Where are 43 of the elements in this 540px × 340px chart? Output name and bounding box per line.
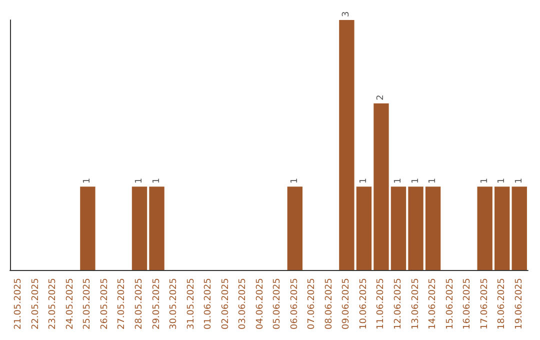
x-tick-label: 05.06.2025: [272, 278, 283, 330]
x-tick-label: 29.05.2025: [152, 278, 162, 330]
data-label: 1: [134, 178, 144, 184]
x-tick-label: 07.06.2025: [307, 278, 318, 330]
x-tick-label: 02.06.2025: [220, 278, 231, 330]
x-tick-label: 03.06.2025: [238, 278, 248, 330]
x-tick-label: 08.06.2025: [324, 278, 334, 330]
x-tick-label: 15.06.2025: [445, 278, 456, 330]
x-tick-label: 18.06.2025: [497, 278, 508, 330]
x-tick-label: 06.06.2025: [290, 278, 300, 330]
x-tick-label: 19.06.2025: [514, 278, 524, 330]
x-tick-label: 22.05.2025: [30, 278, 41, 330]
data-label: 1: [152, 178, 162, 184]
x-tick-label: 27.05.2025: [117, 278, 128, 330]
data-label: 1: [290, 178, 300, 184]
data-label: 1: [410, 178, 421, 184]
data-label: 1: [358, 178, 369, 184]
x-tick-label: 21.05.2025: [14, 278, 24, 330]
data-label: 1: [514, 178, 524, 184]
data-label: 2: [376, 94, 386, 100]
x-tick-label: 04.06.2025: [255, 278, 266, 330]
x-tick-label: 25.05.2025: [82, 278, 93, 330]
x-tick-label: 10.06.2025: [358, 278, 369, 330]
x-tick-label: 01.06.2025: [204, 278, 214, 330]
data-label: 3: [342, 11, 352, 17]
x-tick-label: 14.06.2025: [428, 278, 438, 330]
x-tick-label: 16.06.2025: [462, 278, 473, 330]
x-tick-label: 13.06.2025: [410, 278, 421, 330]
x-tick-label: 24.05.2025: [65, 278, 76, 330]
data-label: 1: [394, 178, 404, 184]
x-tick-label: 17.06.2025: [480, 278, 490, 330]
x-tick-label: 30.05.2025: [169, 278, 180, 330]
x-tick-label: 12.06.2025: [394, 278, 404, 330]
x-tick-label: 28.05.2025: [134, 278, 144, 330]
data-label: 1: [497, 178, 508, 184]
x-tick-label: 26.05.2025: [100, 278, 110, 330]
x-tick-label: 31.05.2025: [186, 278, 196, 330]
data-label: 1: [480, 178, 490, 184]
x-tick-label: 23.05.2025: [48, 278, 58, 330]
data-label: 1: [428, 178, 438, 184]
x-tick-label: 11.06.2025: [376, 278, 386, 330]
data-label: 1: [82, 178, 93, 184]
x-tick-label: 09.06.2025: [342, 278, 352, 330]
